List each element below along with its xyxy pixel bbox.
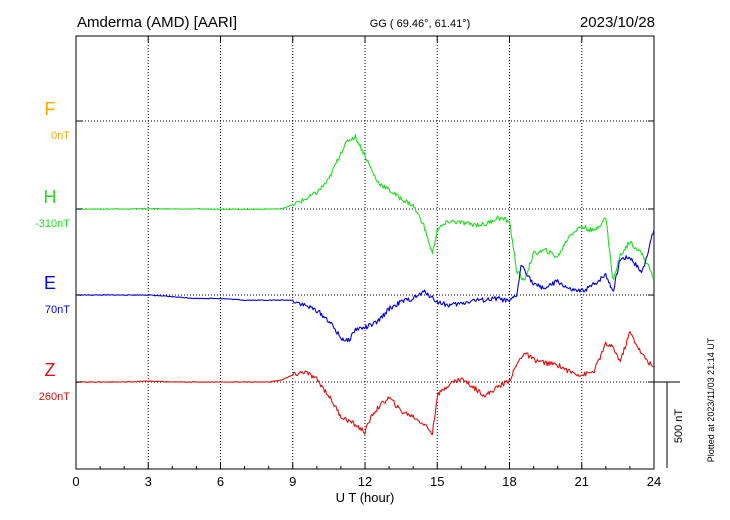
coords-label: GG ( 69.46°, 61.41°)	[370, 18, 471, 30]
series-line-h	[75, 134, 655, 281]
x-tick-label: 3	[145, 474, 152, 489]
channel-labels: F 0nT H -310nT E 70nT Z 260nT	[35, 99, 70, 403]
x-tick-label: 0	[72, 474, 79, 489]
plot-area: F 0nT H -310nT E 70nT Z 260nT	[35, 35, 655, 470]
x-tick-label: 12	[358, 474, 372, 489]
scale-bar	[652, 381, 680, 468]
x-tick-label: 24	[647, 474, 661, 489]
plotted-at-note: Plotted at 2023/11/03 21:14 UT	[706, 337, 716, 462]
x-tick-label: 6	[217, 474, 224, 489]
scale-bar-label: 500 nT	[673, 409, 685, 444]
channel-label-e: E	[44, 273, 56, 293]
series-line-z	[75, 331, 655, 436]
date-label: 2023/10/28	[580, 14, 655, 31]
x-axis-label: U T (hour)	[336, 490, 395, 505]
x-axis: 0 3 6 9 12 15 18 21 24	[72, 36, 661, 489]
grid	[76, 36, 654, 469]
channel-label-f: F	[45, 99, 56, 119]
station-title: Amderma (AMD) [AARI]	[77, 14, 237, 31]
x-tick-label: 9	[289, 474, 296, 489]
channel-offset-h: -310nT	[35, 218, 70, 230]
x-tick-label: 15	[430, 474, 444, 489]
x-tick-label: 18	[502, 474, 516, 489]
channel-label-z: Z	[45, 360, 56, 380]
x-tick-label: 21	[575, 474, 589, 489]
channel-offset-f: 0nT	[51, 130, 70, 142]
series-layer	[75, 134, 655, 436]
channel-label-h: H	[44, 187, 57, 207]
channel-offset-e: 70nT	[45, 304, 70, 316]
series-line-e	[75, 229, 655, 343]
channel-offset-z: 260nT	[39, 391, 70, 403]
